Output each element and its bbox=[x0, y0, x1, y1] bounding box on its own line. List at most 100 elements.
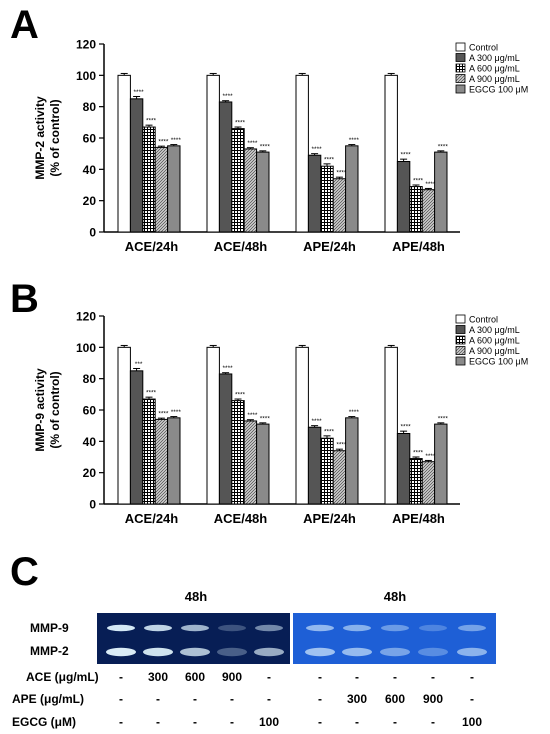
x-category-label-0: ACE/24h bbox=[125, 511, 179, 526]
legend-swatch-0 bbox=[455, 42, 466, 52]
gel-row-value-1-3: - bbox=[230, 692, 234, 706]
gel-row-value-2-6: - bbox=[355, 715, 359, 729]
bar-APE/24h-2 bbox=[320, 165, 334, 233]
gel-band-mmp2-0 bbox=[106, 647, 136, 657]
bar-ACE/24h-3 bbox=[154, 418, 169, 505]
x-category-label-0: ACE/24h bbox=[125, 239, 179, 254]
x-category-label-1: ACE/48h bbox=[214, 239, 268, 254]
x-category-label-3: APE/48h bbox=[392, 511, 445, 526]
y-tick-label-6: 120 bbox=[76, 310, 96, 324]
bar-APE/48h-3 bbox=[421, 189, 436, 233]
sig-label-APE/48h-1: **** bbox=[401, 424, 412, 431]
gel-time-label-left: 48h bbox=[185, 589, 207, 604]
sig-label-ACE/48h-1: **** bbox=[223, 93, 234, 100]
y-tick-label-4: 80 bbox=[83, 100, 97, 114]
sig-label-APE/24h-1: **** bbox=[312, 146, 323, 153]
gel-row-value-1-6: 300 bbox=[347, 692, 367, 706]
bar-ACE/24h-1 bbox=[129, 370, 144, 505]
gel-band-mmp2-7 bbox=[380, 647, 410, 657]
y-tick-label-5: 100 bbox=[76, 341, 96, 355]
bar-APE/48h-0 bbox=[384, 346, 398, 505]
gel-band-mmp2-5 bbox=[305, 647, 335, 657]
y-tick-label-4: 80 bbox=[83, 372, 97, 386]
legend-label-2: A 600 μg/mL bbox=[469, 64, 520, 74]
legend-swatch-0 bbox=[455, 314, 466, 324]
gel-band-mmp2-2 bbox=[180, 647, 210, 657]
y-axis-label: MMP-2 activity(% of control) bbox=[33, 96, 62, 180]
gel-row-label-2: EGCG (μM) bbox=[12, 715, 76, 729]
y-tick-label-3: 60 bbox=[83, 404, 97, 418]
x-category-label-2: APE/24h bbox=[303, 511, 356, 526]
sig-label-APE/24h-2: **** bbox=[324, 156, 335, 163]
x-category-label-3: APE/48h bbox=[392, 239, 445, 254]
gel-band-label-mmp9: MMP-9 bbox=[30, 621, 69, 635]
sig-label-ACE/48h-4: **** bbox=[260, 143, 271, 150]
legend-swatch-4 bbox=[455, 356, 466, 366]
y-tick-label-6: 120 bbox=[76, 38, 96, 52]
bar-APE/24h-3 bbox=[332, 178, 347, 233]
bar-APE/48h-4 bbox=[434, 423, 448, 505]
sig-label-APE/48h-1: **** bbox=[401, 152, 412, 159]
bar-ACE/48h-3 bbox=[243, 420, 258, 505]
sig-label-ACE/24h-1: *** bbox=[135, 361, 143, 368]
gel-row-value-0-1: 300 bbox=[148, 670, 168, 684]
bar-APE/24h-1 bbox=[307, 426, 322, 505]
bar-APE/24h-4 bbox=[345, 417, 359, 505]
sig-label-APE/24h-2: **** bbox=[324, 428, 335, 435]
gel-row-value-2-1: - bbox=[156, 715, 160, 729]
panel-letter-b: B bbox=[10, 277, 39, 321]
gel-row-value-0-6: - bbox=[355, 670, 359, 684]
y-axis-label-line-0: MMP-2 activity bbox=[33, 96, 47, 180]
gel-row-value-0-5: - bbox=[318, 670, 322, 684]
legend-swatch-3 bbox=[455, 74, 466, 83]
gel-row-value-1-8: 900 bbox=[423, 692, 443, 706]
gel-band-mmp9-6 bbox=[343, 624, 371, 632]
gel-row-value-2-9: 100 bbox=[462, 715, 482, 729]
gel-band-mmp2-6 bbox=[342, 647, 372, 657]
bar-ACE/24h-4 bbox=[167, 145, 181, 233]
legend-swatch-2 bbox=[455, 335, 466, 345]
gel-band-mmp9-1 bbox=[144, 624, 172, 632]
gel-band-mmp9-3 bbox=[218, 624, 246, 632]
legend-label-3: A 900 μg/mL bbox=[469, 346, 520, 356]
bar-ACE/24h-3 bbox=[154, 146, 169, 233]
gel-row-value-2-7: - bbox=[393, 715, 397, 729]
gel-band-mmp9-9 bbox=[458, 624, 486, 632]
bar-ACE/24h-1 bbox=[129, 98, 144, 233]
bar-APE/48h-1 bbox=[396, 161, 411, 233]
gel-row-value-0-4: - bbox=[267, 670, 271, 684]
legend-swatch-1 bbox=[455, 53, 466, 62]
sig-label-APE/48h-3: **** bbox=[425, 181, 436, 188]
x-category-label-1: ACE/48h bbox=[214, 511, 268, 526]
gel-row-value-2-3: - bbox=[230, 715, 234, 729]
gel-row-value-1-7: 600 bbox=[385, 692, 405, 706]
bar-ACE/48h-0 bbox=[206, 74, 220, 233]
legend-swatch-4 bbox=[455, 84, 466, 94]
bar-ACE/48h-0 bbox=[206, 346, 220, 505]
sig-label-ACE/48h-3: **** bbox=[247, 412, 258, 419]
legend-label-0: Control bbox=[469, 315, 498, 325]
legend-swatch-3 bbox=[455, 346, 466, 355]
bar-APE/24h-0 bbox=[295, 74, 309, 233]
gel-row-value-1-5: - bbox=[318, 692, 322, 706]
sig-label-ACE/24h-3: **** bbox=[158, 411, 169, 418]
panel-letter-a: A bbox=[10, 3, 39, 47]
gel-band-mmp9-5 bbox=[306, 624, 334, 632]
sig-label-APE/24h-4: **** bbox=[349, 409, 360, 416]
bar-ACE/24h-0 bbox=[117, 346, 131, 505]
y-tick-label-3: 60 bbox=[83, 132, 97, 146]
zymography-gel: 48h 48h MMP-9 MMP-2 ACE (μg/mL) - 300 600 90… bbox=[12, 589, 496, 729]
bar-ACE/48h-3 bbox=[243, 148, 258, 233]
y-axis-label-line-0: MMP-9 activity bbox=[33, 368, 47, 452]
sig-label-APE/24h-1: **** bbox=[312, 418, 323, 425]
bar-APE/48h-2 bbox=[409, 458, 423, 505]
gel-band-mmp9-8 bbox=[419, 624, 447, 632]
gel-band-mmp9-2 bbox=[181, 624, 209, 632]
y-tick-label-2: 40 bbox=[83, 163, 97, 177]
bar-ACE/24h-2 bbox=[142, 398, 156, 505]
y-axis-label-line-1: (% of control) bbox=[48, 371, 62, 448]
legend-label-4: EGCG 100 μM bbox=[469, 85, 528, 95]
bar-ACE/24h-0 bbox=[117, 74, 131, 233]
bar-APE/24h-3 bbox=[332, 450, 347, 505]
